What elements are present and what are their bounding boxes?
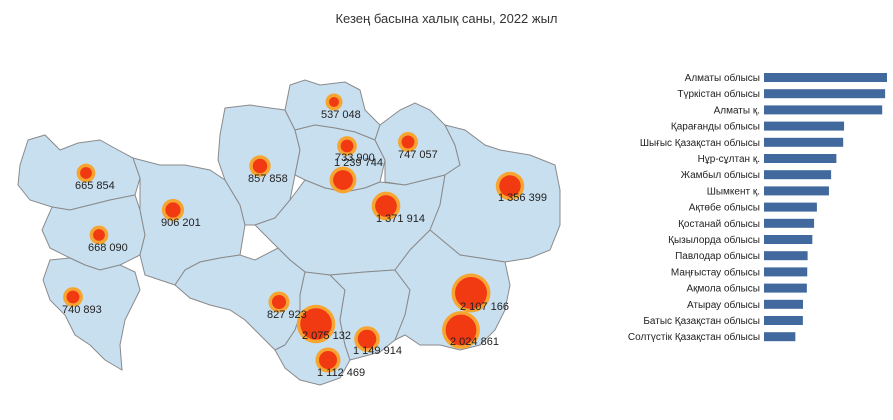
chart-title: Кезең басына халық саны, 2022 жыл xyxy=(335,11,558,26)
bubble-label: 747 057 xyxy=(398,149,438,161)
bar[interactable] xyxy=(764,186,829,196)
bubble-label: 1 356 399 xyxy=(498,192,547,204)
region-east-kazakhstan xyxy=(429,124,561,263)
region-zhambyl xyxy=(328,269,411,361)
bubble-label: 733 900 xyxy=(335,152,375,164)
bubble-marker[interactable] xyxy=(66,290,80,304)
bar[interactable] xyxy=(764,218,815,228)
bar-category-label: Қызылорда облысы xyxy=(668,234,760,246)
bubble-label: 665 854 xyxy=(75,180,115,192)
bubble-label: 537 048 xyxy=(321,109,361,121)
bubble-marker[interactable] xyxy=(271,294,287,310)
bar[interactable] xyxy=(764,202,817,212)
bar-category-label: Маңғыстау облысы xyxy=(671,266,760,278)
bar[interactable] xyxy=(764,154,837,163)
bar-category-label: Қарағанды облысы xyxy=(671,121,760,133)
bubble-label: 2 024 861 xyxy=(450,336,499,348)
bubble-label: 1 371 914 xyxy=(376,213,425,225)
bar-category-label: Алматы облысы xyxy=(685,72,760,84)
bubble-marker[interactable] xyxy=(93,229,105,241)
bubble-label: 2 075 132 xyxy=(302,330,351,342)
bar-category-label: Батыс Қазақстан облысы xyxy=(643,315,760,327)
bubble-marker[interactable] xyxy=(340,139,354,153)
bubble-marker[interactable] xyxy=(455,277,487,309)
bar-category-label: Түркістан облысы xyxy=(677,88,760,100)
bar[interactable] xyxy=(764,267,808,277)
bubble-marker[interactable] xyxy=(300,308,332,340)
bar-category-label: Шығыс Қазақстан облысы xyxy=(640,137,760,149)
bar[interactable] xyxy=(764,89,886,99)
bar-category-label: Шымкент қ. xyxy=(707,186,760,197)
bar[interactable] xyxy=(764,283,807,293)
bar[interactable] xyxy=(764,73,887,82)
bubble-marker[interactable] xyxy=(445,314,477,346)
bar[interactable] xyxy=(764,170,832,180)
bar[interactable] xyxy=(764,235,813,244)
bubble-marker[interactable] xyxy=(357,329,377,349)
bubble-marker[interactable] xyxy=(333,170,353,190)
bubble-label: 1 149 914 xyxy=(353,345,402,357)
bar-category-label: Ақтөбе облысы xyxy=(689,202,760,214)
bar[interactable] xyxy=(764,251,808,261)
bubble-marker[interactable] xyxy=(401,135,415,149)
map-bubbles: 537 048 733 900 747 057 665 854 857 858 1 239… xyxy=(62,93,547,379)
bubble-marker[interactable] xyxy=(165,202,181,218)
bubble-marker[interactable] xyxy=(499,175,521,197)
bubble-label: 906 201 xyxy=(161,217,201,229)
bubble-label: 1 112 469 xyxy=(317,367,365,379)
bar[interactable] xyxy=(764,137,844,147)
bar[interactable] xyxy=(764,332,796,342)
bubble-marker[interactable] xyxy=(375,195,397,217)
bar-category-label: Ақмола облысы xyxy=(687,283,761,295)
bubble-label: 740 893 xyxy=(62,304,102,316)
bar-category-label: Атырау облысы xyxy=(687,299,760,311)
bar-category-label: Қостанай облысы xyxy=(678,218,760,230)
bar[interactable] xyxy=(764,299,803,309)
bar-category-label: Павлодар облысы xyxy=(675,250,760,262)
bubble-label: 1 239 744 xyxy=(334,157,383,169)
bar[interactable] xyxy=(764,105,883,115)
bubble-marker[interactable] xyxy=(318,350,338,370)
bar-category-label: Алматы қ. xyxy=(714,105,760,116)
bar[interactable] xyxy=(764,121,845,131)
region-mangystau xyxy=(42,257,141,371)
bubble-label: 668 090 xyxy=(88,242,128,254)
bar[interactable] xyxy=(764,316,803,325)
bar-category-label: Жамбыл облысы xyxy=(681,169,760,181)
bubble-label: 857 858 xyxy=(248,173,288,185)
bubble-marker[interactable] xyxy=(80,167,92,179)
bar-category-label: Нұр-сұлтан қ. xyxy=(698,154,760,165)
bar-series: Алматы облысы Түркістан облысы Алматы қ. Қа… xyxy=(628,72,887,343)
bubble-marker[interactable] xyxy=(252,158,268,174)
bubble-label: 827 923 xyxy=(267,309,307,321)
bubble-label: 2 107 166 xyxy=(460,301,509,313)
bubble-marker[interactable] xyxy=(329,97,339,107)
bar-category-label: Солтүстік Қазақстан облысы xyxy=(628,331,760,343)
